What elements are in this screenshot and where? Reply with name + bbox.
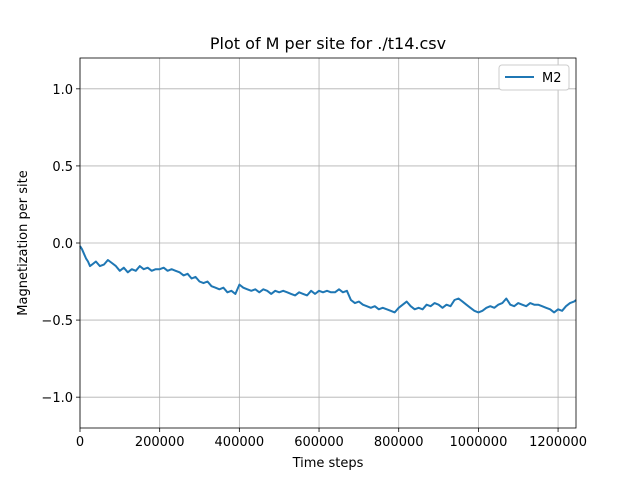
- x-tick: 0: [76, 428, 84, 450]
- x-tick-label: 800000: [374, 435, 424, 450]
- chart-title: Plot of M per site for ./t14.csv: [210, 34, 446, 53]
- grid-lines: [79, 58, 576, 428]
- legend-label-m2: M2: [542, 71, 562, 86]
- x-tick-label: 0: [76, 435, 84, 450]
- y-tick: 1.0: [52, 83, 80, 98]
- x-axis: 0 200000 400000 600000 800000 1000000 1200000: [76, 428, 587, 450]
- x-tick-label: 200000: [135, 435, 185, 450]
- y-tick: −1.0: [41, 391, 80, 406]
- y-tick-label: −1.0: [41, 391, 73, 406]
- y-tick-label: −0.5: [41, 314, 73, 329]
- x-tick-label: 600000: [294, 435, 344, 450]
- y-tick: 0.5: [52, 160, 80, 175]
- x-tick: 200000: [135, 428, 185, 450]
- x-tick-label: 1000000: [449, 435, 507, 450]
- y-tick: 0.0: [52, 237, 80, 252]
- y-axis-label: Magnetization per site: [16, 170, 31, 315]
- x-tick: 800000: [374, 428, 424, 450]
- x-tick-label: 1200000: [529, 435, 587, 450]
- y-axis: −1.0 −0.5 0.0 0.5 1.0: [41, 83, 80, 406]
- series-line-m2: [79, 245, 577, 314]
- legend: M2: [498, 64, 570, 91]
- y-tick: −0.5: [41, 314, 80, 329]
- x-tick-label: 400000: [215, 435, 265, 450]
- x-tick: 600000: [294, 428, 344, 450]
- y-tick-label: 1.0: [52, 83, 73, 98]
- y-tick-label: 0.0: [52, 237, 73, 252]
- series-layer: [79, 245, 577, 314]
- x-axis-label: Time steps: [292, 456, 364, 471]
- x-tick: 1200000: [529, 428, 587, 450]
- x-tick: 400000: [215, 428, 265, 450]
- x-tick: 1000000: [449, 428, 507, 450]
- y-tick-label: 0.5: [52, 160, 73, 175]
